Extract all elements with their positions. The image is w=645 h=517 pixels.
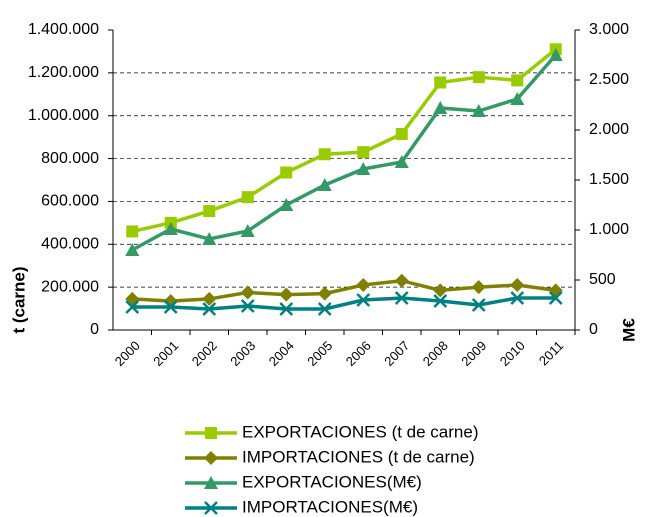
data-point	[395, 127, 408, 140]
data-point	[163, 222, 178, 235]
series-line	[131, 47, 557, 234]
data-point	[240, 285, 255, 300]
data-point	[317, 302, 332, 316]
data-point	[279, 287, 294, 302]
data-point	[241, 191, 254, 204]
data-point	[548, 283, 563, 298]
y2-tick-label: 3.000	[589, 21, 629, 38]
legend-marker	[204, 501, 218, 515]
data-point	[356, 293, 371, 307]
y2-axis-label: M€	[619, 318, 638, 342]
y2-tick-label: 0	[589, 321, 598, 338]
x-tick-label: 2009	[458, 338, 489, 369]
data-point	[240, 224, 255, 237]
data-point	[356, 278, 371, 292]
legend-label: IMPORTACIONES(M€)	[242, 497, 418, 516]
data-point	[279, 302, 294, 316]
data-point	[548, 48, 563, 61]
data-point	[548, 291, 563, 305]
x-tick-label: 2011	[536, 338, 566, 368]
legend-label: EXPORTACIONES(M€)	[242, 472, 422, 491]
data-point	[471, 104, 486, 117]
data-point	[471, 298, 486, 312]
data-point	[318, 148, 331, 161]
x-tick-label: 2005	[304, 338, 335, 369]
legend-marker	[204, 476, 218, 489]
data-point	[511, 74, 524, 87]
y-tick-label: 0	[90, 321, 99, 338]
y-tick-label: 200.000	[41, 278, 99, 295]
y2-tick-label: 2.500	[589, 71, 629, 88]
data-point	[510, 278, 525, 292]
series-line	[132, 296, 556, 311]
data-point	[510, 291, 525, 305]
data-point	[203, 205, 216, 218]
x-tick-label: 2010	[497, 338, 528, 369]
data-point	[163, 300, 178, 314]
data-point	[434, 76, 447, 89]
data-point	[125, 243, 140, 256]
y2-tick-label: 2.000	[589, 121, 629, 138]
data-point	[356, 162, 371, 175]
x-tick-label: 2002	[189, 338, 220, 369]
data-point	[125, 300, 140, 314]
y-axis-label: t (carne)	[9, 266, 28, 333]
data-point	[510, 92, 525, 105]
y-tick-label: 600.000	[41, 193, 99, 210]
data-point	[471, 280, 486, 295]
x-tick-label: 2000	[112, 338, 143, 369]
series-line	[131, 53, 558, 252]
data-point	[394, 291, 409, 305]
y2-tick-label: 500	[589, 271, 616, 288]
legend-marker	[204, 451, 218, 465]
legend-label: EXPORTACIONES (t de carne)	[242, 422, 479, 441]
x-tick-label: 2004	[266, 338, 297, 369]
y-tick-label: 1.200.000	[28, 64, 99, 81]
x-tick-label: 2007	[381, 338, 412, 369]
y-tick-label: 1.400.000	[28, 21, 99, 38]
data-point	[202, 232, 217, 245]
x-tick-label: 2003	[227, 338, 258, 369]
data-point	[472, 71, 485, 84]
data-point	[280, 166, 293, 179]
data-point	[357, 146, 370, 159]
data-point	[433, 101, 448, 114]
x-tick-label: 2006	[343, 338, 374, 369]
data-point	[240, 299, 255, 313]
data-point	[394, 273, 409, 288]
data-point	[279, 198, 294, 211]
x-tick-label: 2001	[150, 338, 181, 369]
data-point	[202, 291, 217, 306]
y2-tick-label: 1.000	[589, 221, 629, 238]
data-point	[433, 294, 448, 308]
series-line	[132, 278, 556, 303]
data-point	[317, 286, 332, 301]
y-tick-label: 800.000	[41, 150, 99, 167]
data-point	[126, 225, 139, 238]
y-tick-label: 400.000	[41, 236, 99, 253]
y2-tick-label: 1.500	[589, 171, 629, 188]
data-point	[433, 283, 448, 298]
x-tick-label: 2008	[420, 338, 451, 369]
data-point	[317, 178, 332, 191]
y-tick-label: 1.000.000	[28, 107, 99, 124]
legend-marker	[205, 427, 217, 439]
data-point	[202, 302, 217, 316]
legend-label: IMPORTACIONES (t de carne)	[242, 447, 475, 466]
data-point	[394, 155, 409, 168]
